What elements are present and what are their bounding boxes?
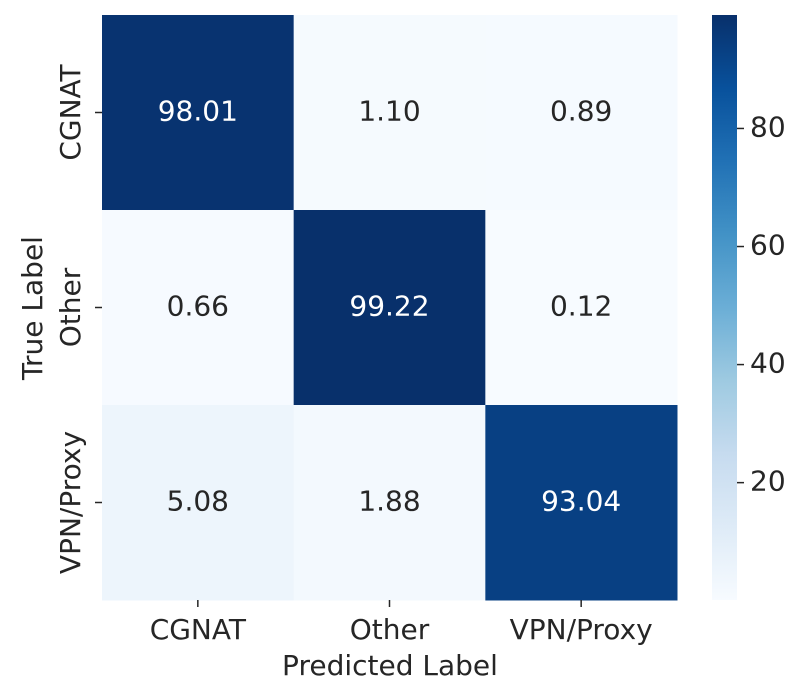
heatmap-cell (485, 210, 678, 406)
heatmap-cell (485, 405, 678, 601)
heatmap-cell (293, 405, 486, 601)
cell-label: 1.10 (358, 95, 420, 128)
colorbar-tick-label: 60 (750, 229, 786, 262)
colorbar-tick-label: 80 (750, 110, 786, 143)
x-tick-label: VPN/Proxy (510, 613, 653, 646)
heatmap-cell (293, 15, 486, 211)
heatmap-cell (293, 210, 486, 406)
y-tick-label: CGNAT (54, 63, 87, 160)
colorbar-tick-label: 20 (750, 465, 786, 498)
heatmap-cell (102, 15, 295, 211)
colorbar-tick-label: 40 (750, 347, 786, 380)
x-tick-label: Other (350, 613, 430, 646)
cell-label: 5.08 (167, 485, 229, 518)
cell-label: 0.89 (550, 95, 612, 128)
y-axis-label: True Label (16, 236, 49, 381)
cell-label: 0.12 (550, 290, 612, 323)
heatmap-cell (485, 15, 678, 211)
cell-label: 0.66 (167, 290, 229, 323)
x-tick-label: CGNAT (150, 613, 247, 646)
heatmap-cell (102, 210, 295, 406)
y-tick-label: VPN/Proxy (54, 431, 87, 574)
colorbar (712, 15, 737, 600)
y-tick-label: Other (54, 267, 87, 347)
heatmap-cell (102, 405, 295, 601)
x-axis-label: Predicted Label (282, 649, 498, 682)
cell-label: 98.01 (158, 95, 238, 128)
cell-label: 1.88 (358, 485, 420, 518)
cell-label: 99.22 (349, 290, 429, 323)
cell-label: 93.04 (541, 485, 621, 518)
